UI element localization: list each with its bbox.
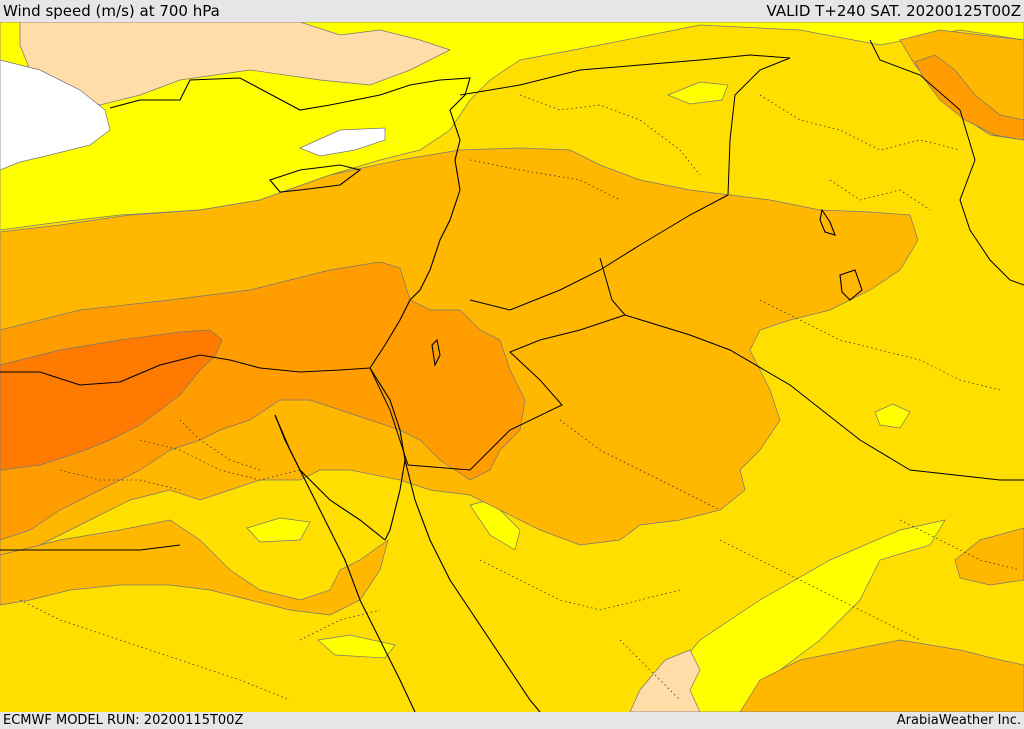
wind-band-amber-se — [954, 527, 1024, 586]
wind-band-light-yellow-ne — [667, 81, 729, 105]
wind-band-light-yellow-spot3 — [317, 634, 396, 659]
border-egypt-israel — [369, 367, 409, 466]
border-iraq-saudi — [624, 314, 1024, 481]
coastlines — [0, 77, 863, 712]
wind-band-light-yellow-spot2 — [246, 517, 311, 543]
border-iraq-iran — [869, 39, 1024, 286]
credit-label: ArabiaWeather Inc. — [896, 713, 1021, 728]
weather-map[interactable] — [0, 22, 1024, 712]
wind-band-dark-orange — [0, 329, 223, 471]
coastline-levant — [369, 189, 461, 369]
border-egypt-sudan — [0, 544, 181, 551]
valid-time: VALID T+240 SAT. 20200125T00Z — [766, 2, 1021, 20]
coastline-cyprus — [269, 164, 362, 193]
lake-tharthar — [819, 208, 836, 236]
footer-bar: ECMWF MODEL RUN: 20200115T00Z ArabiaWeat… — [0, 712, 1024, 729]
border-syria-jordan — [469, 194, 729, 311]
coastline-red-sea-west — [274, 414, 416, 712]
admin-boundaries — [19, 94, 1021, 701]
header-bar: Wind speed (m/s) at 700 hPa VALID T+240 … — [0, 0, 1024, 22]
wind-band-amber-sw — [0, 519, 389, 616]
border-jordan-saudi — [407, 314, 626, 471]
wind-band-amber-s — [739, 639, 1024, 712]
wind-band-white-nw — [0, 59, 111, 171]
lake-razzaza — [839, 269, 863, 301]
wind-band-peach-south — [629, 649, 701, 712]
wind-band-white-small — [299, 127, 386, 157]
model-run-label: ECMWF MODEL RUN: 20200115T00Z — [3, 713, 244, 728]
coastline-red-sea-east — [404, 459, 541, 712]
dead-sea-outline — [431, 338, 441, 367]
borders — [0, 39, 1024, 551]
wind-band-orange — [0, 261, 526, 541]
border-jordan-iraq — [599, 257, 626, 316]
coastline-turkey — [109, 77, 471, 191]
wind-band-orange-ne — [914, 54, 1024, 141]
map-title: Wind speed (m/s) at 700 hPa — [3, 2, 220, 20]
border-turkey-syria — [459, 54, 791, 96]
border-syria-iraq — [727, 57, 791, 196]
coastline-egypt-north — [0, 354, 371, 386]
wind-band-light-yellow-spot1 — [874, 403, 911, 429]
